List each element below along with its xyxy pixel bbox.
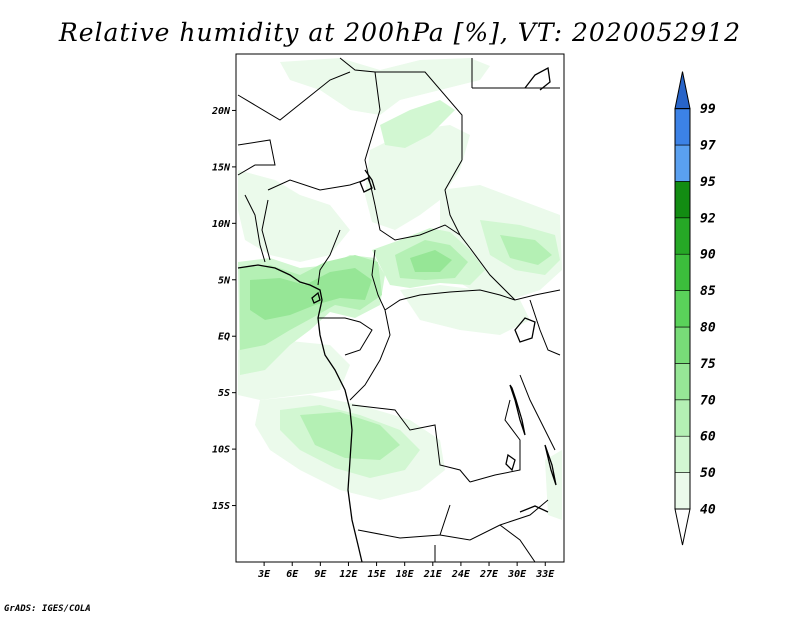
colorbar-outline (674, 108, 691, 510)
lat-tick-label: 15S (212, 501, 230, 512)
border-niger-mali (237, 139, 276, 176)
colorbar-level-label: 70 (700, 393, 716, 408)
colorbar-upper-triangle (674, 71, 691, 110)
border-drc-zambia (469, 399, 521, 483)
border-south-sudan (469, 247, 561, 301)
rh-fill-mozambique (545, 450, 562, 520)
rh-fill-sahara-streak (380, 100, 455, 148)
colorbar-level-label: 95 (700, 175, 716, 190)
border-chad-car (374, 204, 461, 241)
border-libya-chad (339, 57, 381, 206)
border-car-drc (384, 289, 516, 311)
lon-tick-label: 27E (479, 569, 499, 580)
border-algeria-niger (237, 71, 351, 121)
lake-malawi (544, 444, 557, 486)
colorbar-level-label: 40 (700, 503, 716, 518)
coastlines (237, 66, 557, 562)
colorbar-segment (674, 144, 691, 182)
rh-fill-sahara-north (280, 58, 490, 115)
river-nile-white (364, 169, 376, 191)
colorbar-level-label: 60 (700, 430, 716, 445)
border-libya-egypt (375, 71, 463, 160)
colorbar-segment (674, 253, 691, 291)
colorbar-segment (674, 181, 691, 219)
colorbar-segment (674, 326, 691, 364)
lon-tick-label: 18E (396, 569, 415, 580)
coastline-guinea-gulf (237, 264, 363, 562)
rh-fill-sudan-core (500, 235, 552, 265)
island-bioko (311, 291, 321, 304)
latitude-axis: 20N 15N 10N 5N EQ 5S 10S 15S (211, 106, 236, 512)
lat-tick-label: 10N (212, 219, 231, 230)
colorbar-level-label: 80 (700, 321, 716, 336)
border-tanzania (519, 374, 556, 451)
border-chad-sudan (444, 159, 471, 249)
lat-tick-label: 15N (212, 162, 231, 173)
colorbar-level-label: 99 (700, 102, 716, 117)
border-zim-moz (499, 524, 536, 562)
colorbar: 40 50 60 70 75 80 85 90 92 95 97 99 (674, 71, 716, 546)
lat-tick-label: 5N (218, 275, 231, 286)
lake-mweru (505, 453, 516, 472)
colorbar-level-label: 92 (700, 211, 716, 226)
border-west-africa (244, 194, 266, 263)
humidity-contour-fills (238, 58, 562, 520)
colorbar-level-label: 50 (700, 466, 716, 481)
lat-tick-label: 5S (218, 388, 230, 399)
colorbar-level-label: 85 (700, 284, 716, 299)
lon-tick-label: 15E (368, 569, 387, 580)
colorbar-segment (674, 108, 691, 146)
colorbar-segment (674, 399, 691, 437)
political-borders (237, 57, 561, 562)
border-cameroon-car (371, 249, 386, 311)
lon-tick-label: 24E (451, 569, 471, 580)
rh-fill-car-peak (410, 250, 452, 272)
lon-tick-label: 12E (339, 569, 358, 580)
colorbar-segment (674, 435, 691, 473)
border-uganda-kenya (529, 299, 561, 356)
lon-tick-label: 21E (423, 569, 443, 580)
border-niger-nigeria (267, 179, 366, 191)
lon-tick-label: 3E (257, 569, 271, 580)
border-gabon (318, 317, 373, 356)
rh-fill-sahel-west (238, 170, 350, 262)
rh-fill-cameroon-peak (250, 268, 372, 320)
colorbar-segment (674, 290, 691, 328)
chart-title: Relative humidity at 200hPa [%], VT: 202… (58, 18, 742, 47)
border-drc-angola (351, 404, 471, 483)
colorbar-level-label: 97 (700, 139, 716, 154)
map-frame (235, 53, 565, 563)
lake-victoria (514, 317, 536, 343)
border-drc-congo (349, 309, 391, 401)
lon-tick-label: 30E (507, 569, 527, 580)
rh-fill-angola-inner (300, 412, 400, 460)
colorbar-level-label: 90 (700, 248, 716, 263)
lat-tick-label: 20N (211, 106, 231, 117)
map-area (236, 54, 564, 562)
border-nigeria-cameroon (317, 229, 341, 286)
lon-tick-label: 33E (535, 569, 555, 580)
lon-tick-label: 9E (314, 569, 327, 580)
lake-tanganyika (509, 384, 526, 436)
coastline-red-sea (524, 66, 551, 91)
lat-tick-label: EQ (218, 332, 230, 343)
colorbar-segment (674, 217, 691, 255)
border-angola-namibia (357, 504, 451, 539)
colorbar-segment (674, 363, 691, 401)
colorbar-lower-triangle (674, 508, 691, 546)
longitude-axis: 3E 6E 9E 12E 15E 18E 21E 24E 27E 30E 33E (257, 562, 555, 580)
colorbar-level-label: 75 (700, 357, 716, 372)
border-west-africa-2 (261, 199, 271, 261)
lake-kariba (519, 505, 549, 513)
lake-chad (359, 177, 373, 193)
lon-tick-label: 6E (286, 569, 299, 580)
colorbar-segment (674, 472, 691, 510)
lat-tick-label: 10S (212, 445, 230, 456)
grads-credit: GrADS: IGES/COLA (4, 604, 91, 614)
rh-fill-sahara-band (365, 125, 470, 230)
rh-fill-congo-north (400, 285, 530, 335)
